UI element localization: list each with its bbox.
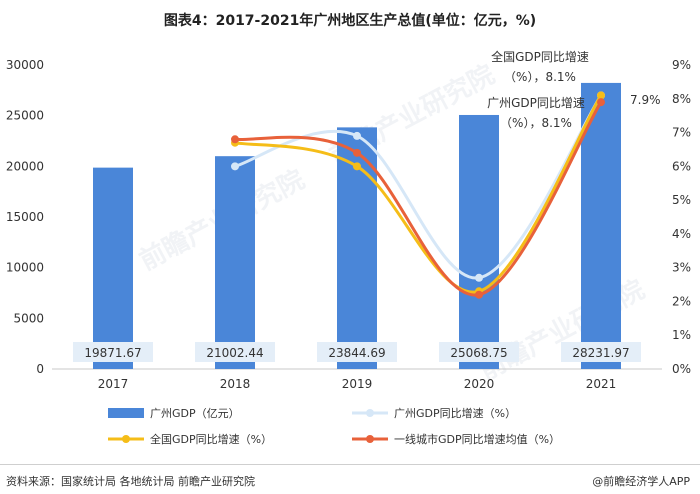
legend-label-gz-growth: 广州GDP同比增速（%） [394,406,516,420]
point-national-growth [597,91,605,100]
line-national-growth [234,94,603,294]
y-left-tick-label: 15000 [6,210,44,224]
bar-label-box [561,342,641,362]
y-right-tick-label: 0% [672,362,691,376]
point-national-growth [353,162,361,171]
x-tick-label: 2018 [220,377,251,391]
y-axis-right: 0% 1% 2% 3% 4% 5% 6% 7% 8% 9% [672,58,691,376]
bar-label-box [195,342,275,362]
bar-value-label: 23844.69 [328,346,385,360]
bar-value-label: 25068.75 [450,346,507,360]
y-right-tick-label: 4% [672,227,691,241]
bar-2021 [581,82,621,369]
bar-value-label: 19871.67 [84,346,141,360]
bar-2018 [215,156,255,369]
y-axis-left: 0 5000 10000 15000 20000 25000 30000 [6,58,44,376]
legend-label-gz-gdp: 广州GDP（亿元） [150,407,240,420]
y-right-tick-label: 3% [672,261,691,275]
legend-label-tier1-growth: 一线城市GDP同比增速均值（%） [394,432,560,446]
bar-label-box [317,342,397,362]
legend-label-national-growth: 全国GDP同比增速（%） [150,432,272,446]
annotation-gz-growth-line1: 广州GDP同比增速 [487,96,585,110]
point-gz-growth [353,131,361,140]
y-left-tick-label: 20000 [6,159,44,173]
annotation-tier1-growth: 7.9% [630,93,661,107]
y-right-tick-label: 9% [672,58,691,72]
point-gz-growth [475,273,483,282]
annotation-national-growth-line1: 全国GDP同比增速 [491,49,589,64]
y-right-tick-label: 5% [672,193,691,207]
point-tier1-growth [475,290,483,299]
line-series [231,91,605,299]
x-tick-label: 2020 [464,377,495,391]
y-left-tick-label: 10000 [6,261,44,275]
y-right-tick-label: 6% [672,159,691,173]
y-right-tick-label: 7% [672,126,691,140]
line-tier1-growth [234,101,603,297]
annotation-gz-growth-line2: （%），8.1% [500,116,572,130]
bar-label-box [439,342,519,362]
legend: 广州GDP（亿元） 广州GDP同比增速（%） 全国GDP同比增速（%） 一线城市… [108,406,560,446]
y-left-tick-label: 0 [36,362,44,376]
y-right-tick-label: 2% [672,294,691,308]
point-gz-growth [231,162,239,171]
bar-label-box [73,342,153,362]
y-right-tick-label: 1% [672,328,691,342]
x-tick-label: 2017 [98,377,129,391]
legend-marker-tier1-growth [366,435,374,443]
point-tier1-growth [231,135,239,144]
brand-credit: @前瞻经济学人APP [592,475,690,488]
bar-value-label: 28231.97 [572,346,629,360]
y-left-tick-label: 5000 [13,311,44,325]
bar-value-labels: 19871.67 21002.44 23844.69 25068.75 28231.97 [73,342,641,362]
source-note: 资料来源：国家统计局 各地统计局 前瞻产业研究院 [6,475,255,488]
y-left-tick-label: 30000 [6,58,44,72]
footer: 资料来源：国家统计局 各地统计局 前瞻产业研究院 @前瞻经济学人APP [0,464,700,494]
bar-2017 [93,167,133,369]
legend-swatch-bar [108,408,144,418]
point-tier1-growth [597,98,605,107]
x-axis-ticks: 2017 2018 2019 2020 2021 [98,377,617,391]
bar-2020 [459,114,499,369]
x-tick-label: 2019 [342,377,373,391]
point-tier1-growth [353,148,361,157]
bar-series [93,82,621,369]
annotation-national-growth-line2: （%），8.1% [504,70,576,84]
legend-marker-national-growth [122,435,130,443]
bar-value-label: 21002.44 [206,346,263,360]
x-tick-label: 2021 [586,377,617,391]
y-right-tick-label: 8% [672,92,691,106]
y-left-tick-label: 25000 [6,109,44,123]
gdp-chart: 19871.67 21002.44 23844.69 25068.75 28231.97… [6,49,691,446]
chart-title: 图表4：2017-2021年广州地区生产总值(单位：亿元，%) [163,13,537,29]
legend-marker-gz-growth [366,409,374,417]
